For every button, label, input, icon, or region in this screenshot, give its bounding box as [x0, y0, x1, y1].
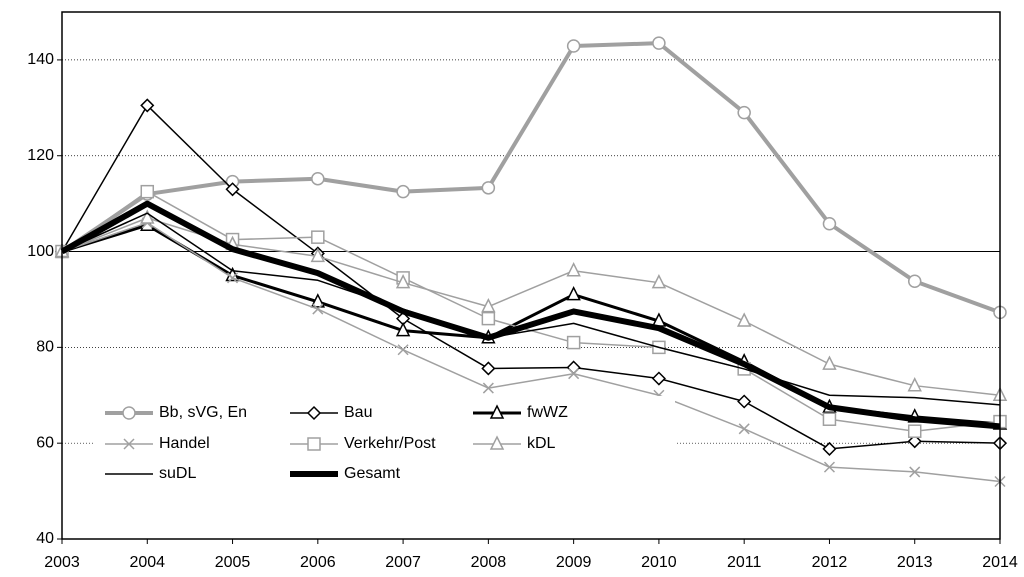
marker: [651, 371, 666, 386]
legend-label: Handel: [159, 435, 210, 452]
marker: [140, 98, 155, 113]
marker: [395, 274, 411, 289]
x-tick-label: 2004: [129, 554, 165, 571]
marker: [395, 321, 411, 337]
legend-label: Gesamt: [344, 465, 401, 482]
marker: [909, 466, 921, 478]
series-line: [60, 200, 1001, 430]
legend-marker: [489, 435, 505, 450]
marker: [140, 209, 155, 224]
marker: [481, 181, 496, 195]
y-tick-label: 100: [27, 243, 54, 260]
x-tick-label: 2006: [300, 554, 336, 571]
marker: [481, 311, 496, 326]
marker: [822, 412, 837, 426]
marker: [566, 335, 581, 350]
marker: [907, 434, 922, 449]
marker: [822, 355, 837, 370]
x-tick-label: 2010: [641, 554, 677, 571]
marker: [396, 184, 410, 199]
marker: [566, 39, 581, 53]
plot-frame: [61, 11, 1001, 540]
marker: [907, 274, 922, 288]
marker: [311, 171, 325, 186]
marker: [312, 303, 324, 315]
marker: [823, 461, 835, 473]
series-line: [61, 104, 1001, 450]
marker: [482, 382, 494, 394]
legend-label: suDL: [159, 465, 196, 482]
y-tick-label: 140: [27, 51, 54, 68]
marker: [907, 424, 922, 438]
marker: [310, 293, 326, 308]
marker: [566, 360, 581, 375]
x-tick-label: 2005: [215, 554, 251, 571]
marker: [737, 105, 751, 120]
marker: [907, 377, 922, 392]
legend-marker: [122, 406, 136, 420]
series-line: [60, 41, 1001, 315]
marker: [568, 368, 580, 380]
legend-label: Bau: [344, 404, 372, 421]
marker: [822, 441, 837, 456]
y-tick-label: 120: [27, 147, 54, 164]
x-tick-label: 2014: [982, 554, 1018, 571]
series-line: [61, 190, 1001, 432]
marker: [397, 344, 409, 356]
marker: [481, 361, 496, 376]
x-tick-label: 2009: [556, 554, 592, 571]
legend-label: fwWZ: [527, 404, 568, 421]
y-tick-label: 40: [36, 530, 54, 547]
marker: [652, 36, 666, 50]
legend-marker: [489, 404, 505, 419]
series-line: [61, 212, 1001, 406]
x-tick-label: 2011: [727, 554, 762, 571]
marker: [651, 274, 667, 289]
x-tick-label: 2013: [897, 554, 933, 571]
series-line: [61, 222, 1001, 483]
marker: [566, 285, 581, 301]
x-tick-label: 2012: [812, 554, 848, 571]
legend-label: kDL: [527, 435, 556, 452]
marker: [566, 262, 581, 277]
x-tick-label: 2003: [44, 554, 80, 571]
marker: [225, 182, 240, 197]
marker: [738, 423, 750, 435]
marker: [736, 312, 752, 327]
marker: [310, 247, 326, 263]
legend-marker: [307, 437, 321, 451]
marker: [311, 230, 325, 244]
marker: [822, 217, 837, 231]
legend-box: [95, 396, 675, 490]
marker: [140, 184, 155, 199]
x-tick-label: 2007: [385, 554, 421, 571]
y-tick-label: 80: [36, 339, 54, 356]
y-tick-label: 60: [36, 434, 54, 451]
marker: [737, 394, 752, 409]
legend-label: Bb, sVG, En: [159, 404, 247, 421]
marker: [227, 272, 239, 284]
legend-marker: [123, 438, 135, 450]
legend-marker: [306, 405, 322, 421]
x-tick-label: 2008: [471, 554, 507, 571]
legend-label: Verkehr/Post: [344, 435, 436, 452]
marker: [481, 297, 496, 313]
